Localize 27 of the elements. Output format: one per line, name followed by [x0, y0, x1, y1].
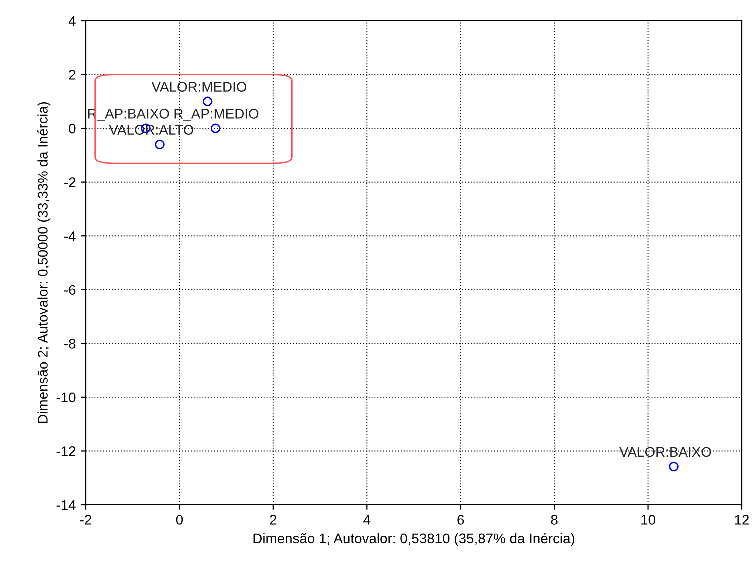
x-tick-label: -2	[80, 515, 92, 525]
point	[210, 124, 221, 134]
y-tick-label: -4	[64, 232, 76, 242]
x-tick-label: 10	[642, 515, 656, 525]
x-tick-label: 12	[735, 515, 750, 525]
y-tick-label: -2	[64, 178, 76, 188]
y-tick-label: -12	[56, 446, 76, 456]
y-tick-label: -10	[56, 392, 76, 403]
x-axis-title: Dimensão 1; Autovalor: 0,53810 (35,87% da Inércia)	[254, 533, 575, 546]
annotation: R_AP:MEDIO	[174, 109, 259, 122]
x-tick-label: 0	[176, 515, 184, 525]
y-tick-label: 0	[69, 124, 76, 134]
x-tick-label: 6	[458, 515, 464, 525]
y-tick-label: -8	[64, 339, 76, 349]
point	[155, 140, 165, 150]
y-axis-title: Dimensão 2; Autovalor: 0,50000 (33,33% da Inércia)	[38, 102, 51, 424]
x-tick-label: 4	[364, 515, 371, 525]
point	[669, 462, 679, 472]
y-tick-label: -6	[64, 285, 76, 296]
point	[202, 96, 213, 107]
y-tick-label: -14	[56, 500, 76, 510]
x-tick-label: 2	[270, 515, 277, 525]
y-tick-label: 2	[69, 70, 76, 80]
annotation: VALOR:BAIXO	[620, 447, 712, 458]
x-tick-label: 8	[551, 515, 558, 525]
y-tick-label: 4	[68, 16, 76, 26]
annotation: VALOR:MEDIO	[152, 82, 247, 92]
